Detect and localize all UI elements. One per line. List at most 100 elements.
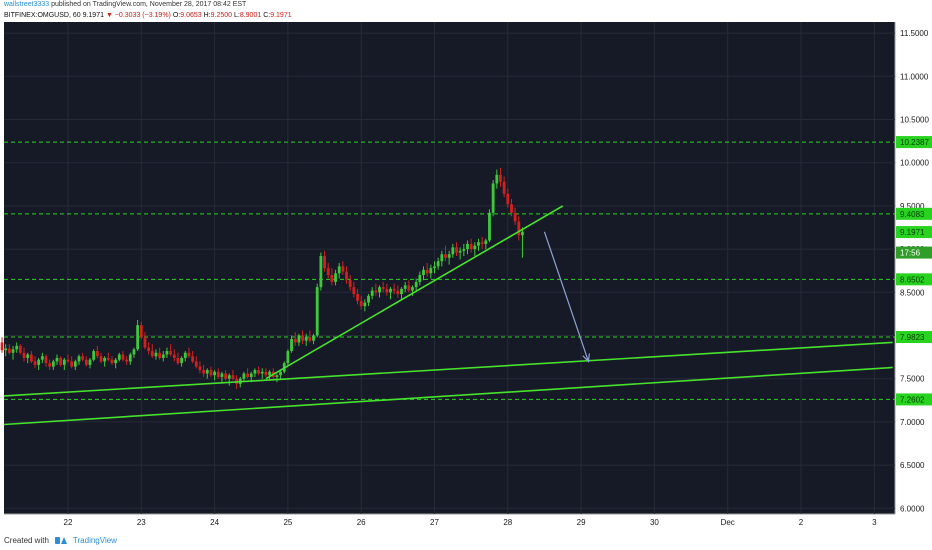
level-price-label: 9.4083: [900, 210, 925, 219]
candle-body: [425, 269, 429, 274]
current-price-label: 9.1971: [900, 228, 925, 237]
projection-arrow-line: [543, 231, 589, 362]
current-price-box: [896, 246, 932, 259]
candle-body: [172, 354, 176, 358]
price-tick-label: 6.5000: [900, 461, 925, 470]
candle-body: [55, 357, 59, 362]
candle-body: [403, 285, 407, 289]
time-tick-label: 29: [577, 518, 586, 527]
candle-body: [367, 295, 370, 303]
candle-body: [95, 351, 99, 357]
candle-body: [392, 288, 396, 291]
candle-body: [29, 354, 33, 362]
candle-body: [359, 300, 363, 307]
projection-arrowhead: [582, 353, 591, 363]
candle-body: [242, 373, 246, 379]
candle-body: [15, 345, 19, 350]
candle-body: [319, 256, 323, 288]
candle-body: [205, 370, 209, 374]
low-value: 8.9001: [239, 12, 262, 19]
time-tick-label: 24: [210, 518, 219, 527]
trendline: [265, 205, 564, 380]
candle-body: [92, 351, 96, 360]
candle-body: [11, 349, 15, 353]
last-price: 9.1971: [82, 12, 104, 19]
candle-body: [279, 371, 282, 376]
candle-body: [396, 290, 400, 295]
candle-body: [257, 370, 260, 374]
publish-text: published on TradingView.com, November 2…: [51, 1, 247, 8]
level-price-label: 7.2602: [900, 395, 925, 404]
candle-body: [385, 288, 389, 293]
time-tick-label: 22: [64, 518, 73, 527]
time-tick-label: 30: [650, 518, 659, 527]
candle-body: [216, 371, 220, 377]
candle-body: [62, 359, 66, 365]
candle-body: [158, 352, 162, 358]
candle-body: [202, 370, 206, 374]
candle-body: [422, 269, 425, 276]
candle-body: [103, 357, 107, 362]
time-tick-label: 2: [799, 518, 804, 527]
candle-body: [18, 345, 22, 353]
candle-body: [227, 375, 231, 379]
candle-body: [407, 285, 411, 291]
candle-body: [147, 347, 151, 352]
price-tick-label: 8.5000: [900, 288, 925, 297]
level-price-label: 10.2387: [900, 138, 929, 147]
candle-body: [455, 247, 458, 253]
price-chart[interactable]: 11.500011.000010.500010.00009.50009.0000…: [0, 22, 932, 532]
price-tick-label: 9.5000: [900, 202, 925, 211]
candle-body: [356, 294, 359, 301]
candle-body: [370, 290, 374, 296]
candle-body: [106, 357, 110, 360]
candle-body: [176, 357, 180, 364]
candle-body: [433, 266, 436, 269]
candle-body: [337, 266, 341, 274]
candle-body: [400, 288, 403, 295]
tradingview-link[interactable]: TradingView: [72, 536, 117, 545]
author-link[interactable]: wallstreet3333: [4, 1, 50, 8]
high-value: 9.2500: [210, 12, 233, 19]
price-tick-label: 11.5000: [900, 29, 929, 38]
candle-body: [139, 325, 143, 338]
candle-body: [326, 268, 330, 276]
symbol-name[interactable]: BITFINEX:OMGUSD, 60: [4, 12, 81, 19]
candle-body: [304, 337, 308, 341]
candle-body: [312, 335, 315, 341]
trendline: [3, 366, 893, 426]
candle-body: [231, 375, 235, 379]
candle-body: [510, 204, 513, 213]
candle-body: [491, 183, 495, 213]
candle-body: [286, 351, 290, 364]
close-label: C:: [263, 12, 271, 19]
candle-body: [381, 287, 385, 289]
time-tick-label: 25: [283, 518, 292, 527]
candle-body: [198, 366, 202, 371]
time-tick-label: 27: [430, 518, 439, 527]
candle-body: [378, 287, 381, 293]
price-tick-label: 7.5000: [900, 375, 925, 384]
level-price-box: [896, 273, 932, 286]
candle-body: [110, 359, 114, 364]
time-tick-label: 3: [872, 518, 877, 527]
low-label: L:: [233, 12, 240, 19]
projection-arrow: [543, 231, 591, 363]
candle-body: [143, 337, 147, 348]
candle-body: [268, 371, 271, 376]
candle-body: [315, 287, 319, 336]
candle-body: [330, 275, 334, 282]
candle-body: [150, 351, 154, 357]
candle-body: [484, 240, 488, 244]
symbol-legend: BITFINEX:OMGUSD, 60 9.1971 ▼ −0.3033 (−3…: [4, 12, 292, 19]
candle-body: [301, 335, 304, 341]
chart-publish-info: wallstreet3333 published on TradingView.…: [4, 1, 246, 8]
candle-body: [117, 354, 121, 360]
time-axis[interactable]: [4, 514, 895, 532]
candle-body: [414, 281, 418, 288]
candle-body: [517, 221, 521, 236]
open-label: O:: [172, 12, 181, 19]
candle-body: [469, 243, 473, 250]
level-price-box: [896, 207, 932, 220]
price-axis[interactable]: [895, 22, 932, 514]
